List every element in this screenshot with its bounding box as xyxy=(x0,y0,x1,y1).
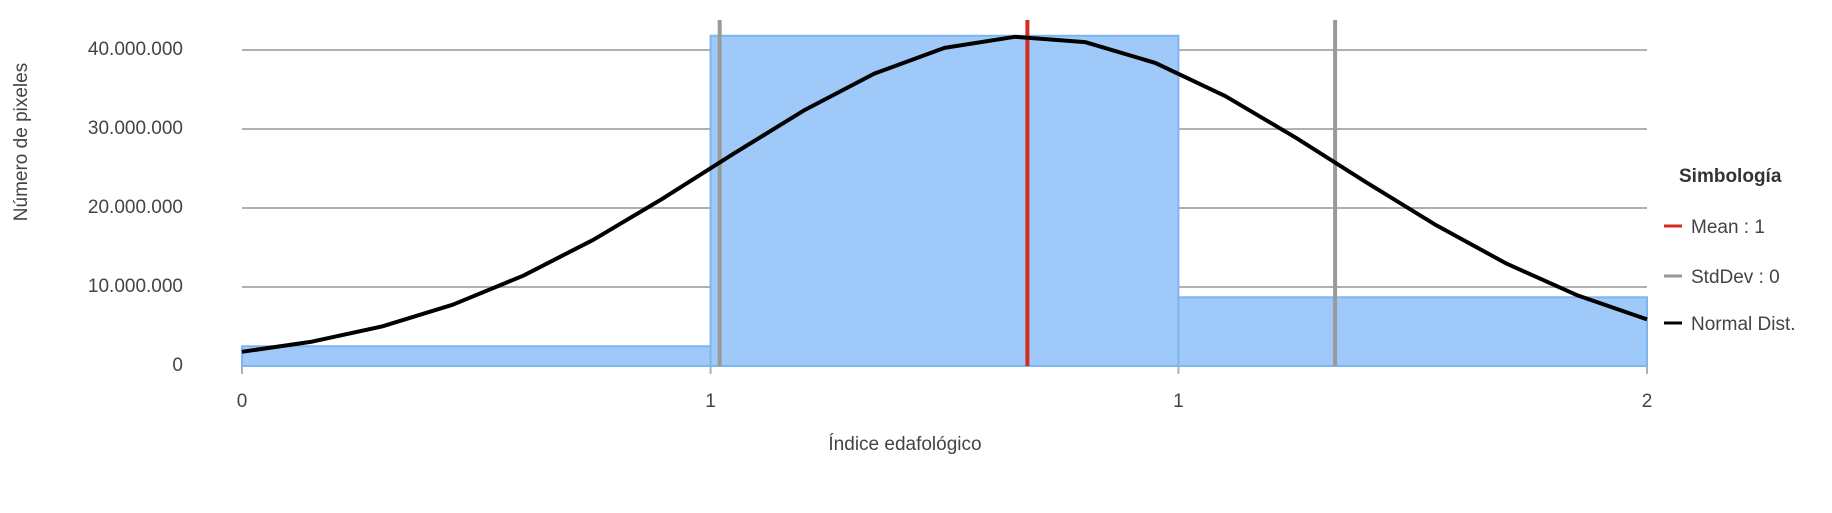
x-tick-label: 1 xyxy=(1173,391,1184,412)
legend-title: Simbología xyxy=(1679,166,1782,187)
y-tick-label: 40.000.000 xyxy=(88,39,183,60)
legend-label: Mean : 1 xyxy=(1691,217,1765,238)
x-axis-label: Índice edafológico xyxy=(828,434,981,455)
bar xyxy=(241,345,712,367)
y-tick-label: 30.000.000 xyxy=(88,118,183,139)
bar xyxy=(1177,296,1648,367)
bar xyxy=(709,34,1180,367)
y-tick-label: 0 xyxy=(172,355,183,376)
legend-label: Normal Dist. xyxy=(1691,314,1796,335)
legend-label: StdDev : 0 xyxy=(1691,267,1780,288)
y-axis-label: Número de pixeles xyxy=(11,63,32,221)
x-tick-label: 0 xyxy=(237,391,248,412)
y-tick-label: 10.000.000 xyxy=(88,276,183,297)
x-tick-label: 1 xyxy=(705,391,716,412)
x-tick-label: 2 xyxy=(1642,391,1653,412)
normal-curve xyxy=(241,34,1648,354)
y-tick-label: 20.000.000 xyxy=(88,197,183,218)
